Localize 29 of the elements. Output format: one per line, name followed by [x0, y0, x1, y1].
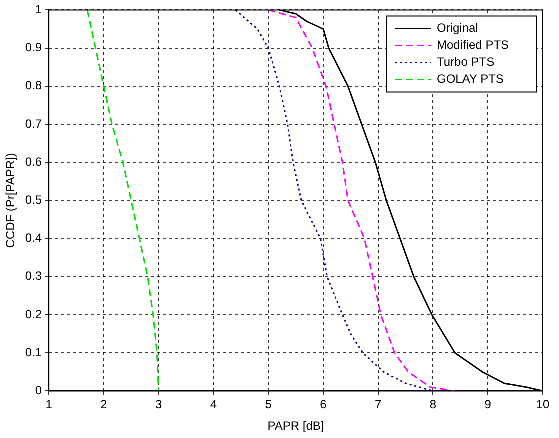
y-tick-label: 0.4: [25, 231, 42, 246]
y-tick-label: 0.1: [25, 345, 42, 360]
y-tick-label: 0.7: [25, 116, 42, 131]
x-tick-label: 9: [484, 398, 492, 412]
line-series: [234, 10, 434, 392]
x-tick-label: 2: [100, 398, 108, 412]
x-tick-label: 6: [320, 398, 328, 412]
legend-label: Turbo PTS: [437, 55, 495, 70]
y-tick-label: 0.9: [25, 40, 42, 55]
y-axis-title: CCDF (Pr[PAPR]): [4, 153, 18, 248]
x-tick-label: 3: [156, 398, 162, 412]
legend-label: GOLAY PTS: [437, 72, 504, 86]
y-tick-label: 0.5: [25, 193, 42, 208]
y-tick-label: 0.8: [25, 78, 42, 93]
y-tick-label: 1: [35, 2, 42, 17]
x-tick-label: 1: [46, 398, 53, 412]
y-tick-label: 0.3: [25, 269, 42, 284]
x-tick-label: 4: [210, 398, 218, 412]
y-tick-label: 0.2: [25, 307, 42, 322]
x-tick-label: 8: [430, 398, 437, 412]
legend-label: Modified PTS: [437, 38, 510, 52]
legend-label: Original: [437, 21, 478, 36]
line-series: [86, 10, 160, 392]
x-tick-label: 10: [536, 398, 550, 412]
x-tick-label: 5: [265, 398, 272, 412]
y-tick-label: 0: [35, 384, 42, 398]
y-tick-label: 0.6: [25, 154, 42, 169]
x-axis-title: PAPR [dB]: [268, 419, 324, 434]
x-tick-label: 7: [375, 398, 382, 412]
